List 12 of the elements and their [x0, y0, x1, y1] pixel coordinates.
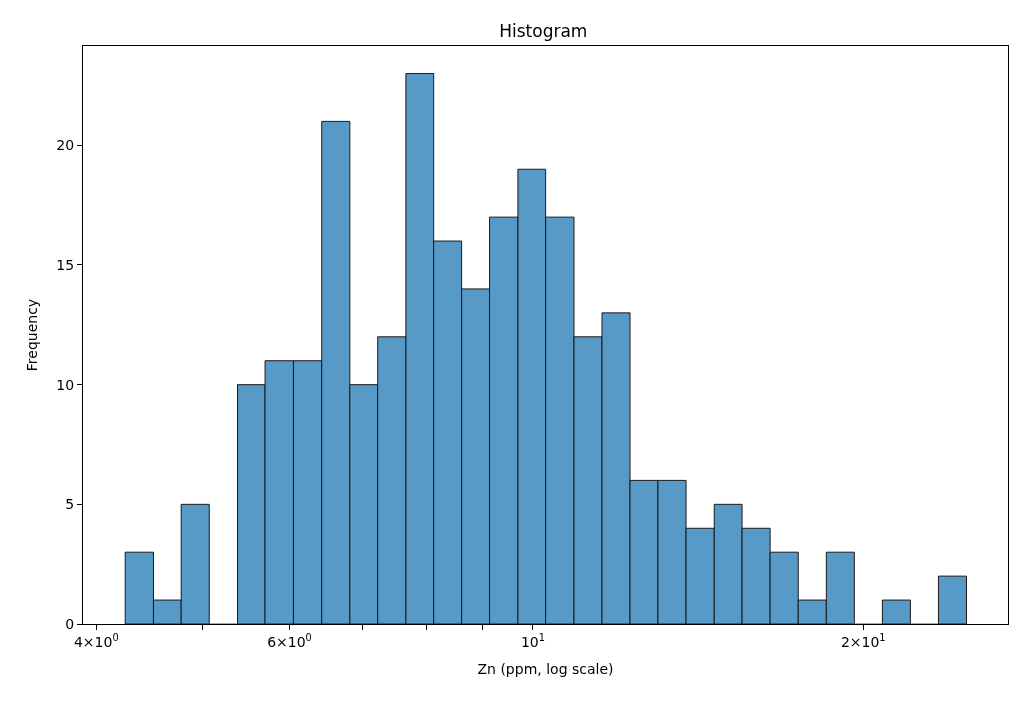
x-tick-label: 10$^{1}$ — [520, 631, 545, 650]
x-tick-label: 2×10$^{1}$ — [840, 631, 886, 650]
y-axis-title: Frequency — [23, 298, 40, 372]
chart-title: Histogram — [499, 20, 588, 41]
y-tick-label: 5 — [65, 496, 75, 513]
x-axis-title: Zn (ppm, log scale) — [477, 661, 614, 678]
x-tick-label: 6×10$^{0}$ — [267, 631, 312, 650]
y-tick-label: 15 — [56, 256, 75, 273]
y-tick-label: 10 — [56, 376, 75, 393]
y-tick-label: 20 — [56, 137, 75, 154]
y-tick-label: 0 — [65, 615, 75, 632]
x-tick-label: 4×10$^{0}$ — [73, 631, 119, 650]
